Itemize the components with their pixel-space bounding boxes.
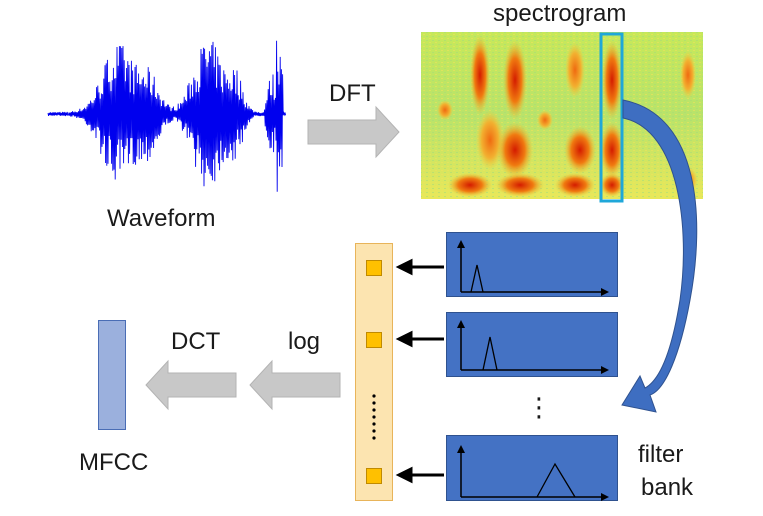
energy-cell [366,332,382,348]
energy-cell [366,260,382,276]
filter-plot [457,240,609,296]
dft-label: DFT [329,80,376,107]
filter-plot [457,445,609,501]
mfcc-label: MFCC [79,449,149,476]
triangle-filter [470,264,484,293]
spectral-energy [496,173,544,197]
waveform-plot [47,40,287,192]
triangle-filter [536,462,576,498]
waveform-label: Waveform [107,205,216,232]
triangle-filter [482,336,498,371]
spectral-energy [680,51,696,99]
gray-block-arrow [145,359,237,411]
black-arrow [395,330,444,348]
filter-plot [457,320,609,374]
black-arrow [395,466,444,484]
spectral-energy [555,173,595,197]
black-arrow [395,258,444,276]
spectrogram-label: spectrogram [493,0,627,27]
spectral-energy [602,40,622,120]
dct-label: DCT [171,328,221,355]
spectral-energy [497,122,533,178]
filter-label: filter [638,441,684,468]
spectral-energy [448,173,492,197]
spectrogram-image [421,32,703,203]
filter-panel-1 [446,232,618,297]
vertical-ellipsis: ⋮ [526,392,552,422]
filterbank-energy-vector [355,243,393,501]
curved-arrow [621,99,698,413]
spectral-energy [503,40,527,120]
frame-highlight [599,32,624,203]
filter-panel-2 [446,312,618,377]
vector-dots [372,394,376,440]
spectral-energy [600,173,624,197]
spectral-energy [437,100,453,120]
mfcc-bar [98,320,126,430]
spectral-energy [564,126,596,174]
gray-block-arrow [307,105,400,159]
spectral-energy [537,110,553,130]
spectral-energy [470,35,490,115]
log-label: log [288,328,321,355]
spectral-energy [476,110,504,170]
spectral-energy [565,42,585,98]
bank-label: bank [641,474,694,501]
gray-block-arrow [249,359,341,411]
waveform-trace [47,40,287,192]
filter-panel-3 [446,435,618,501]
energy-cell [366,468,382,484]
spectral-energy [600,122,624,178]
